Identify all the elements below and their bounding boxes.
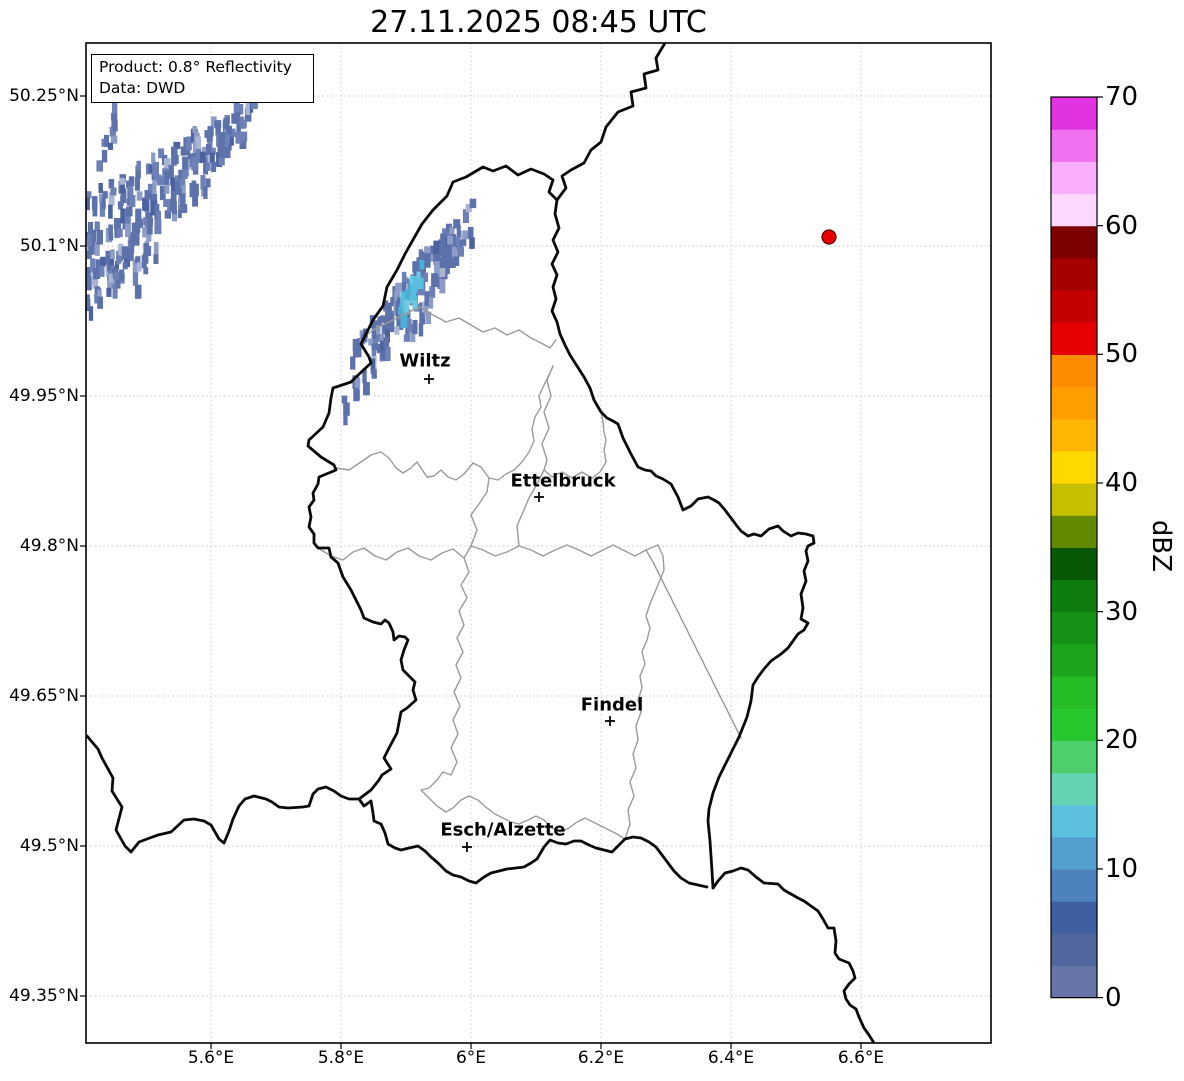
city-label-esch: Esch/Alzette	[440, 819, 566, 841]
y-tick-label: 49.95°N	[9, 386, 79, 406]
colorbar-tick-label: 30	[1105, 597, 1139, 627]
city-marker-ettelbruck	[534, 492, 544, 502]
figure-title: 27.11.2025 08:45 UTC	[370, 5, 707, 40]
y-tick-label: 49.35°N	[9, 986, 79, 1006]
x-tick-label: 6°E	[455, 1048, 487, 1068]
colorbar-tick-label: 40	[1105, 468, 1139, 498]
city-label-findel: Findel	[580, 694, 644, 716]
colorbar-tick-label: 0	[1105, 983, 1122, 1013]
colorbar-tick-label: 60	[1105, 211, 1139, 241]
y-tick-label: 50.25°N	[9, 86, 79, 106]
y-tick-label: 49.8°N	[19, 536, 79, 556]
colorbar-unit-label: dBZ	[1146, 519, 1176, 573]
axis-ticks	[80, 95, 862, 1049]
y-tick-label: 49.65°N	[9, 686, 79, 706]
y-tick-label: 49.5°N	[19, 836, 79, 856]
national-borders	[86, 43, 876, 1043]
radar-echo-layer	[86, 89, 477, 426]
city-marker-esch	[462, 842, 472, 852]
product-line: Product: 0.8° Reflectivity	[99, 58, 292, 76]
colorbar-tick-label: 70	[1105, 82, 1139, 112]
y-tick-label: 50.1°N	[19, 236, 79, 256]
city-label-wiltz: Wiltz	[399, 350, 451, 372]
city-markers	[424, 374, 615, 852]
city-marker-wiltz	[424, 374, 434, 384]
radar-site-dot	[821, 229, 837, 245]
border-luxembourg-france	[357, 797, 709, 889]
x-tick-label: 5.6°E	[187, 1048, 235, 1068]
colorbar	[1050, 96, 1103, 999]
x-tick-label: 6.4°E	[707, 1048, 755, 1068]
border-luxembourg-germany	[550, 198, 816, 890]
data-source-line: Data: DWD	[99, 79, 186, 97]
x-tick-label: 6.6°E	[837, 1048, 885, 1068]
map-frame	[85, 42, 992, 1044]
product-info-box: Product: 0.8° Reflectivity Data: DWD	[91, 54, 314, 103]
colorbar-tick-label: 20	[1105, 725, 1139, 755]
colorbar-tick-label: 50	[1105, 339, 1139, 369]
city-marker-findel	[605, 716, 615, 726]
border-belgium-luxembourg	[306, 43, 667, 801]
canton-borders	[317, 306, 742, 840]
border-france-belgium	[86, 734, 361, 854]
x-tick-label: 6.2°E	[577, 1048, 625, 1068]
city-label-ettelbruck: Ettelbruck	[510, 470, 616, 492]
grid-lines	[86, 43, 991, 1043]
colorbar-tick-label: 10	[1105, 854, 1139, 884]
x-tick-label: 5.8°E	[317, 1048, 365, 1068]
border-france-germany	[711, 866, 876, 1043]
